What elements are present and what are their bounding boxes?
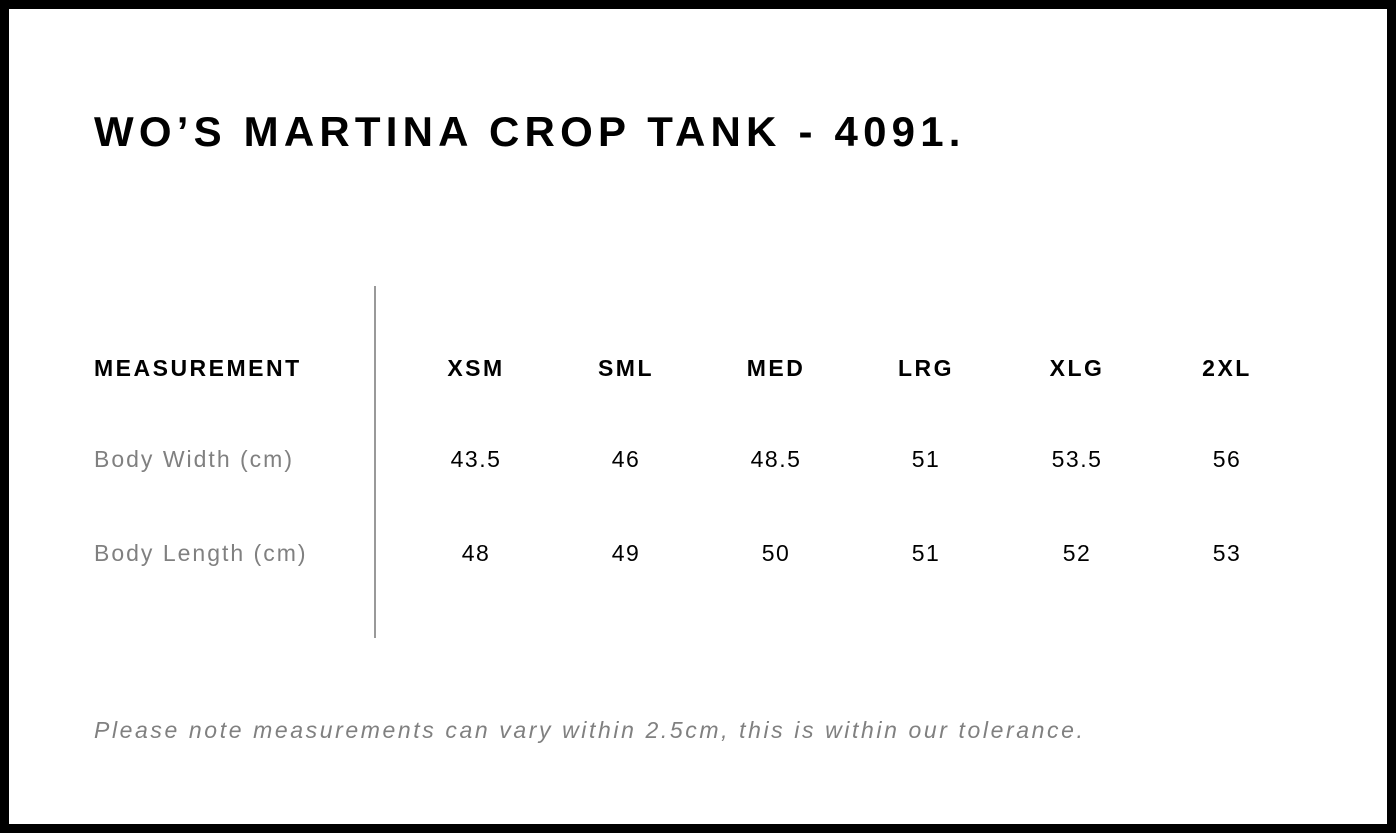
header-size: MED <box>746 355 806 381</box>
column-divider <box>374 286 376 638</box>
cell-value: 49 <box>611 540 641 566</box>
cell-value: 50 <box>761 540 791 566</box>
cell-value: 43.5 <box>450 446 502 472</box>
row-label: Body Length (cm) <box>94 540 308 566</box>
tolerance-note: Please note measurements can vary within… <box>94 717 1086 743</box>
cell-value: 48.5 <box>750 446 802 472</box>
header-size: 2XL <box>1202 355 1252 381</box>
cell-value: 53.5 <box>1051 446 1103 472</box>
table-row: Body Length (cm) 48 49 50 51 52 53 <box>94 540 1344 570</box>
cell-value: 51 <box>911 446 941 472</box>
cell-value: 51 <box>911 540 941 566</box>
header-measurement: MEASUREMENT <box>94 355 302 381</box>
table-header: MEASUREMENT XSM SML MED LRG XLG 2XL <box>94 355 1344 385</box>
cell-value: 53 <box>1212 540 1242 566</box>
header-size: XLG <box>1049 355 1105 381</box>
page-title: WO’S MARTINA CROP TANK - 4091. <box>94 108 966 155</box>
header-size: SML <box>597 355 655 381</box>
header-size: XSM <box>447 355 505 381</box>
cell-value: 46 <box>611 446 641 472</box>
cell-value: 48 <box>461 540 491 566</box>
cell-value: 52 <box>1062 540 1092 566</box>
table-row: Body Width (cm) 43.5 46 48.5 51 53.5 56 <box>94 446 1344 476</box>
size-chart-card <box>9 9 1387 824</box>
row-label: Body Width (cm) <box>94 446 294 472</box>
cell-value: 56 <box>1212 446 1242 472</box>
header-size: LRG <box>897 355 955 381</box>
